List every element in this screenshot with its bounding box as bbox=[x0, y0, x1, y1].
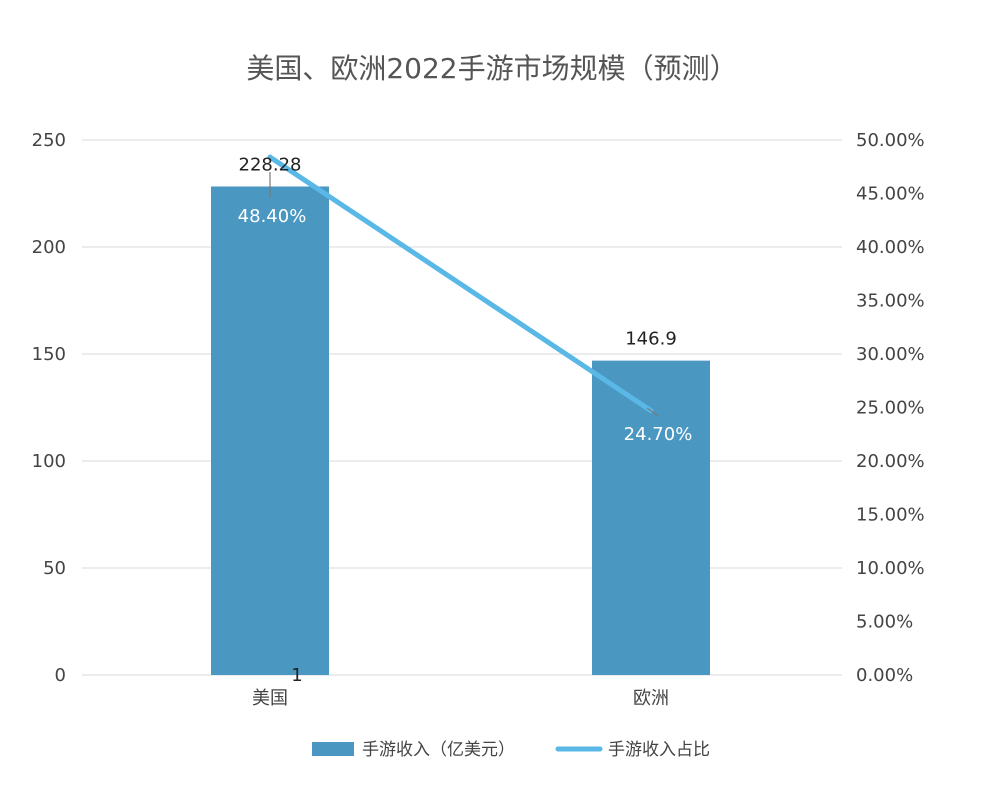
chart-title: 美国、欧洲2022手游市场规模（预测） bbox=[246, 52, 737, 85]
category-label: 美国 bbox=[252, 688, 288, 709]
right-tick-label: 50.00% bbox=[856, 130, 925, 151]
line-data-label: 24.70% bbox=[624, 424, 693, 445]
legend-label: 手游收入占比 bbox=[608, 740, 710, 760]
left-axis: 0 50 100 150 200 250 bbox=[32, 130, 66, 686]
gridlines bbox=[82, 139, 842, 676]
label-leader-line bbox=[646, 407, 659, 417]
data-labels: 228.28 146.9 48.40% 24.70% 1 bbox=[238, 154, 693, 686]
legend: 手游收入（亿美元） 手游收入占比 bbox=[312, 740, 710, 760]
series-line bbox=[267, 154, 654, 414]
category-axis: 美国 欧洲 bbox=[252, 688, 669, 709]
right-axis: 0.00% 5.00% 10.00% 15.00% 20.00% 25.00% 30.00%… bbox=[856, 130, 925, 686]
right-tick-label: 10.00% bbox=[856, 558, 925, 579]
right-tick-label: 40.00% bbox=[856, 237, 925, 258]
right-tick-label: 5.00% bbox=[856, 612, 913, 633]
right-tick-label: 20.00% bbox=[856, 451, 925, 472]
right-tick-label: 35.00% bbox=[856, 291, 925, 312]
bar bbox=[211, 186, 329, 675]
right-tick-label: 15.00% bbox=[856, 505, 925, 526]
left-tick-label: 0 bbox=[55, 665, 66, 686]
left-tick-label: 50 bbox=[43, 558, 66, 579]
annotation-label: 1 bbox=[291, 665, 302, 686]
left-tick-label: 150 bbox=[32, 344, 66, 365]
right-tick-label: 30.00% bbox=[856, 344, 925, 365]
category-label: 欧洲 bbox=[633, 688, 669, 709]
legend-label: 手游收入（亿美元） bbox=[362, 740, 515, 760]
right-tick-label: 25.00% bbox=[856, 398, 925, 419]
bar-data-label: 228.28 bbox=[239, 154, 302, 175]
left-tick-label: 250 bbox=[32, 130, 66, 151]
right-tick-label: 45.00% bbox=[856, 184, 925, 205]
left-tick-label: 200 bbox=[32, 237, 66, 258]
right-tick-label: 0.00% bbox=[856, 665, 913, 686]
line-point bbox=[267, 154, 273, 160]
left-tick-label: 100 bbox=[32, 451, 66, 472]
line-data-label: 48.40% bbox=[238, 206, 307, 227]
legend-swatch-bar bbox=[312, 742, 354, 756]
bar-data-label: 146.9 bbox=[625, 329, 677, 350]
